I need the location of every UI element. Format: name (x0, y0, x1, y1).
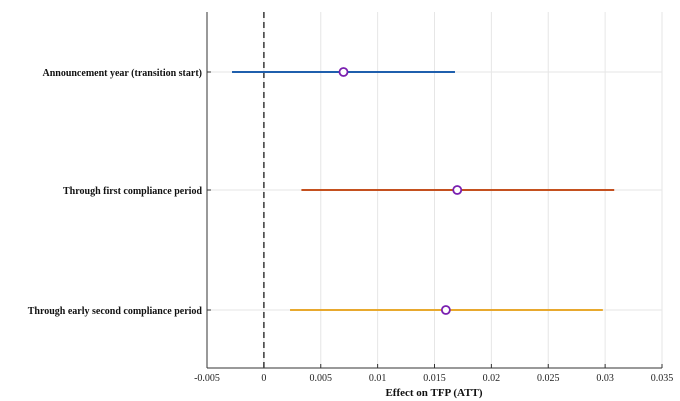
point-estimate-1 (452, 185, 463, 195)
x-tick-label-7: 0.03 (596, 373, 614, 384)
point-estimate-2 (440, 305, 451, 315)
x-tick-label-0: -0.005 (194, 373, 220, 384)
x-tick-label-1: 0 (261, 373, 266, 384)
category-label-0: Announcement year (transition start) (42, 68, 202, 79)
point-estimate-0 (338, 67, 349, 77)
x-tick-label-5: 0.02 (483, 373, 501, 384)
x-tick-label-8: 0.035 (651, 373, 674, 384)
category-label-2: Through early second compliance period (28, 306, 203, 317)
point-estimates (338, 67, 463, 315)
category-label-1: Through first compliance period (63, 186, 202, 197)
x-axis-title: Effect on TFP (ATT) (385, 387, 482, 399)
plot-frame (206, 12, 663, 369)
x-tick-label-3: 0.01 (369, 373, 387, 384)
x-tick-labels: -0.005 0 0.005 0.01 0.015 0.02 0.025 0.03 0.035 (194, 373, 673, 384)
x-tick-label-2: 0.005 (310, 373, 333, 384)
confidence-intervals (232, 71, 615, 311)
x-tick-label-4: 0.015 (423, 373, 446, 384)
x-tick-label-6: 0.025 (537, 373, 560, 384)
category-labels: Announcement year (transition start) Thro… (28, 68, 203, 317)
